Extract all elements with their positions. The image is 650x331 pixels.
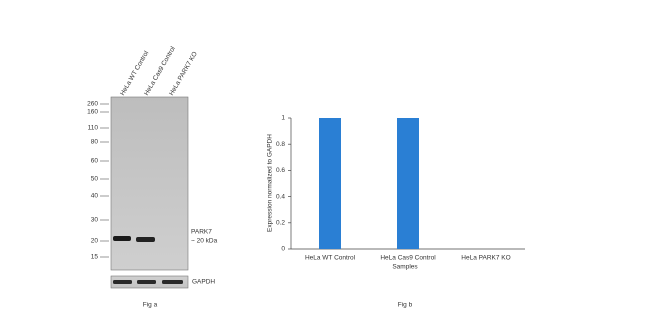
loading-label: GAPDH — [192, 279, 215, 286]
x-tick-label: HeLa PARK7 KO — [461, 255, 510, 262]
band-size: ~ 20 kDa — [191, 238, 218, 245]
band-label: PARK7 — [191, 229, 212, 236]
y-tick-label: 1 — [281, 115, 285, 122]
y-tick-label: 0.4 — [276, 193, 285, 200]
marker-label: 80 — [91, 139, 99, 146]
y-tick-label: 0.2 — [276, 220, 285, 227]
caption: Fig b — [398, 302, 413, 309]
marker-label: 50 — [91, 176, 99, 183]
blot-band — [113, 280, 132, 284]
y-tick-label: 0 — [281, 246, 285, 253]
bar — [319, 118, 341, 249]
lane-label: HeLa PARK7 KO — [168, 51, 199, 97]
blot-band — [136, 237, 155, 242]
blot-membrane — [110, 96, 189, 271]
marker-label: 15 — [91, 254, 99, 261]
x-axis-label: Samples — [392, 264, 418, 271]
blot-band — [113, 236, 131, 241]
bar — [397, 118, 419, 249]
y-tick-label: 0.8 — [276, 141, 285, 148]
marker-label: 40 — [91, 193, 99, 200]
y-tick-label: 0.6 — [276, 167, 285, 174]
blot-band — [137, 280, 156, 284]
marker-label: 110 — [88, 125, 99, 132]
marker-label: 20 — [91, 238, 99, 245]
marker-label: 60 — [91, 158, 99, 165]
marker-label: 260 — [87, 101, 98, 108]
x-tick-label: HeLa Cas9 Control — [380, 255, 436, 262]
caption: Fig a — [143, 302, 158, 309]
blot-band — [162, 280, 183, 284]
marker-label: 30 — [91, 217, 99, 224]
marker-label: 160 — [87, 109, 98, 116]
y-axis-label: Expression normalized to GAPDH — [267, 134, 274, 232]
x-tick-label: HeLa WT Control — [305, 255, 356, 262]
